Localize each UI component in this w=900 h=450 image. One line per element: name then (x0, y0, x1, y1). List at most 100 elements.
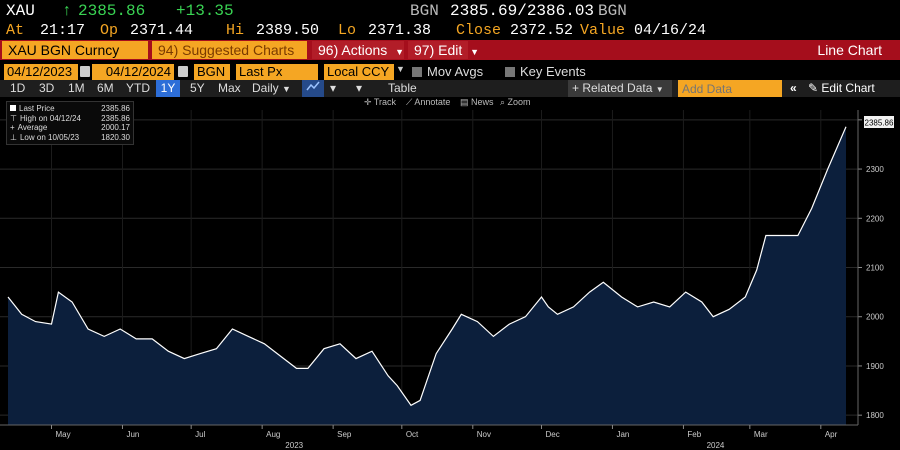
timeframe-max[interactable]: Max (218, 81, 241, 95)
timeframe-6m[interactable]: 6M (97, 81, 114, 95)
price-chart[interactable]: 1800190020002100220023002400 AprMayJunJu… (0, 110, 900, 450)
timeframe-3d[interactable]: 3D (39, 81, 55, 95)
table-button[interactable]: Table (388, 81, 417, 95)
x-tick-label: Feb (687, 430, 701, 439)
currency-selector[interactable]: Local CCY (324, 64, 394, 80)
y-tick-label: 2300 (866, 165, 884, 174)
source-field[interactable]: BGN (194, 64, 230, 80)
annotate-icon: ⟋ (406, 97, 415, 107)
actions-menu[interactable]: 96) Actions ▼ (312, 41, 404, 59)
x-axis: AprMayJunJulAugSepOctNovDecJanFebMarApr2… (0, 424, 858, 450)
y-tick-label: 2100 (866, 264, 884, 273)
last-arrow-icon: ↑ (62, 2, 72, 20)
key-events-checkbox[interactable] (505, 67, 515, 77)
legend-label: Last Price (19, 104, 55, 113)
y-tick-label: 2200 (866, 214, 884, 223)
edit-chart-label: Edit Chart (821, 81, 875, 95)
quote-header: XAU ↑ 2385.86 +13.35 BGN 2385.69/2386.03… (0, 0, 900, 22)
y-tick-label: 1800 (866, 411, 884, 420)
last-price: 2385.86 (78, 2, 146, 20)
actions-label: 96) Actions (318, 42, 388, 58)
legend-row: ⊤ High on 04/12/24 2385.86 (10, 114, 130, 124)
chevron-down-icon[interactable]: ▾ (356, 81, 363, 95)
related-data-label: + Related Data (572, 81, 653, 95)
chevron-down-icon[interactable]: ▼ (396, 64, 405, 74)
calendar-icon[interactable] (178, 66, 188, 77)
related-data-button[interactable]: + Related Data ▼ (568, 80, 672, 97)
timeframe-1d[interactable]: 1D (10, 81, 26, 95)
x-tick-label: Sep (337, 430, 352, 439)
line-style-icon[interactable] (302, 80, 324, 97)
x-tick-label: Jun (126, 430, 139, 439)
open-label: Op (100, 22, 119, 39)
zoom-icon: ⌕ (500, 97, 508, 107)
square-icon (10, 105, 16, 111)
year-label: 2024 (707, 441, 725, 450)
end-date-field[interactable]: 04/12/2024 (92, 64, 174, 80)
zoom-label: Zoom (507, 97, 531, 107)
collapse-icon[interactable]: « (790, 81, 797, 95)
close-value: 2372.52 (510, 22, 574, 39)
x-tick-label: Nov (477, 430, 491, 439)
legend-value: 2385.86 (101, 104, 130, 113)
calendar-icon[interactable] (80, 66, 90, 77)
source-left: BGN (410, 2, 439, 20)
chevron-down-icon: ▼ (655, 85, 664, 94)
low-value: 2371.38 (368, 22, 432, 39)
control-bar: 04/12/2023 04/12/2024 BGN Last Px Local … (0, 63, 900, 81)
edit-menu[interactable]: 97) Edit ▼ (408, 41, 479, 59)
high-label: Hi (226, 22, 245, 39)
edit-chart-button[interactable]: ✎ Edit Chart (804, 80, 879, 97)
news-tool[interactable]: ▤ News (460, 97, 494, 108)
symbol: XAU (6, 2, 35, 20)
pencil-icon: ✎ (808, 81, 819, 95)
zoom-tool[interactable]: ⌕ Zoom (500, 97, 531, 108)
x-tick-label: Jul (195, 430, 205, 439)
timeframe-bar: 1D 3D 1M 6M YTD 1Y 5Y Max Daily ▼ ▾ ▾ Ta… (0, 80, 900, 97)
legend-value: 2000.17 (101, 123, 130, 132)
x-tick-label: Dec (545, 430, 559, 439)
track-tool[interactable]: ✛ Track (364, 97, 396, 108)
key-events-label: Key Events (520, 64, 586, 79)
average-marker-icon: + (10, 123, 15, 132)
x-tick-label: Apr (825, 430, 838, 439)
chart-type-label: Line Chart (817, 42, 882, 58)
legend-row: ⊥ Low on 10/05/23 1820.30 (10, 133, 130, 143)
legend-row: + Average 2000.17 (10, 123, 130, 133)
add-data-input[interactable] (678, 80, 782, 97)
timeframe-1y[interactable]: 1Y (156, 80, 180, 97)
x-tick-label: Aug (266, 430, 280, 439)
period-label: Daily (252, 81, 279, 95)
price-line (7, 126, 847, 407)
last-price-tag: 2385.86 (864, 116, 894, 128)
high-marker-icon: ⊤ (10, 113, 17, 123)
chevron-down-icon: ▼ (282, 84, 291, 94)
field-selector[interactable]: Last Px (236, 64, 318, 80)
x-tick-label: May (56, 430, 71, 439)
x-tick-label: Mar (754, 430, 768, 439)
period-selector[interactable]: Daily ▼ (248, 80, 295, 97)
annotate-tool[interactable]: ⟋ Annotate (406, 97, 450, 108)
x-tick-label: Jan (616, 430, 629, 439)
value-label: Value (580, 22, 626, 39)
timeframe-1m[interactable]: 1M (68, 81, 85, 95)
open-value: 2371.44 (130, 22, 194, 39)
bid-ask: 2385.69/2386.03 (450, 2, 595, 20)
last-price-tag-text: 2385.86 (865, 119, 894, 128)
news-icon: ▤ (460, 97, 472, 107)
bar-style-icon[interactable]: ▾ (330, 81, 337, 95)
timeframe-ytd[interactable]: YTD (126, 81, 150, 95)
legend-row: Last Price 2385.86 (10, 104, 130, 114)
news-label: News (471, 97, 494, 107)
x-tick-label: Oct (406, 430, 419, 439)
menu-bar: XAU BGN Curncy 94) Suggested Charts 96) … (0, 40, 900, 60)
start-date-field[interactable]: 04/12/2023 (4, 64, 78, 80)
crosshair-icon: ✛ (364, 97, 374, 107)
ticker-field[interactable]: XAU BGN Curncy (2, 41, 148, 59)
legend-label: High on 04/12/24 (19, 113, 81, 123)
suggested-charts-button[interactable]: 94) Suggested Charts (152, 41, 307, 59)
close-label: Close (456, 22, 502, 39)
mov-avgs-checkbox[interactable] (412, 67, 422, 77)
timeframe-5y[interactable]: 5Y (190, 81, 205, 95)
low-label: Lo (338, 22, 357, 39)
